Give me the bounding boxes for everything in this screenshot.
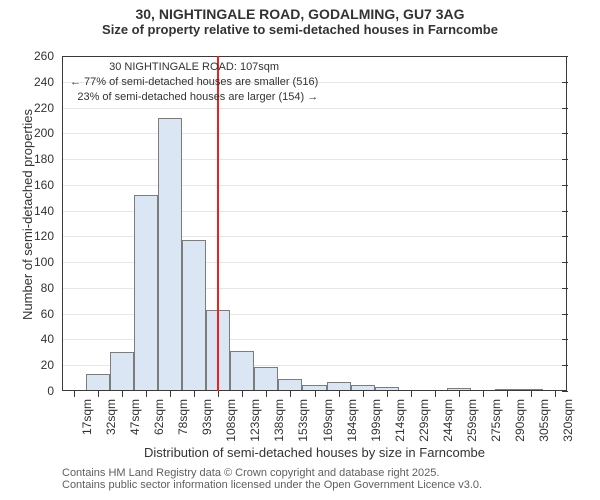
x-tick-label: 199sqm [369, 399, 383, 447]
x-tick-label: 93sqm [200, 399, 214, 447]
histogram-bar [86, 374, 110, 391]
x-tick-label: 47sqm [128, 399, 142, 447]
x-tick-label: 123sqm [248, 399, 262, 447]
y-tick-label: 60 [41, 307, 62, 321]
y-tick-label: 120 [34, 229, 62, 243]
annotation-line: ← 77% of semi-detached houses are smalle… [70, 75, 318, 90]
x-tick-label: 78sqm [176, 399, 190, 447]
footer-line-1: Contains HM Land Registry data © Crown c… [62, 467, 482, 479]
y-tick-label: 140 [34, 204, 62, 218]
histogram-bar [254, 367, 278, 391]
x-tick-label: 305sqm [537, 399, 551, 447]
histogram-bar [110, 352, 134, 391]
y-tick-label: 160 [34, 178, 62, 192]
x-tick-label: 184sqm [345, 399, 359, 447]
y-axis-label: Number of semi-detached properties [20, 109, 35, 320]
attribution-footer: Contains HM Land Registry data © Crown c… [62, 467, 482, 491]
x-tick-label: 290sqm [513, 399, 527, 447]
gridline [62, 159, 567, 160]
gridline [62, 108, 567, 109]
y-tick-label: 100 [34, 255, 62, 269]
histogram-plot: 02040608010012014016018020022024026017sq… [62, 56, 567, 391]
x-tick-label: 229sqm [417, 399, 431, 447]
x-tick-label: 17sqm [80, 399, 94, 447]
y-tick-label: 80 [41, 281, 62, 295]
gridline [62, 133, 567, 134]
y-tick-label: 0 [47, 384, 62, 398]
footer-line-2: Contains public sector information licen… [62, 479, 482, 491]
x-tick-label: 244sqm [441, 399, 455, 447]
y-tick-label: 220 [34, 101, 62, 115]
x-tick-label: 259sqm [465, 399, 479, 447]
x-tick-label: 108sqm [224, 399, 238, 447]
histogram-bar [158, 118, 182, 391]
x-tick-label: 62sqm [152, 399, 166, 447]
histogram-bar [134, 195, 158, 391]
chart-title: 30, NIGHTINGALE ROAD, GODALMING, GU7 3AG [0, 0, 600, 22]
y-tick-label: 40 [41, 332, 62, 346]
x-tick-label: 320sqm [561, 399, 575, 447]
x-tick-label: 153sqm [296, 399, 310, 447]
x-tick-label: 32sqm [104, 399, 118, 447]
y-tick-label: 260 [34, 49, 62, 63]
x-axis-label: Distribution of semi-detached houses by … [62, 445, 567, 460]
chart-subtitle: Size of property relative to semi-detach… [0, 22, 600, 37]
gridline [62, 185, 567, 186]
y-tick-label: 20 [41, 358, 62, 372]
y-tick-label: 200 [34, 126, 62, 140]
annotation-line: 30 NIGHTINGALE ROAD: 107sqm [70, 60, 318, 75]
reference-annotation: 30 NIGHTINGALE ROAD: 107sqm← 77% of semi… [70, 60, 318, 105]
histogram-bar [230, 351, 254, 391]
y-tick-label: 240 [34, 75, 62, 89]
reference-line [217, 56, 219, 391]
annotation-line: 23% of semi-detached houses are larger (… [70, 90, 318, 105]
histogram-bar [182, 240, 206, 391]
y-tick-label: 180 [34, 152, 62, 166]
x-tick-label: 169sqm [321, 399, 335, 447]
x-tick-label: 275sqm [489, 399, 503, 447]
x-tick-label: 214sqm [393, 399, 407, 447]
x-tick-label: 138sqm [272, 399, 286, 447]
